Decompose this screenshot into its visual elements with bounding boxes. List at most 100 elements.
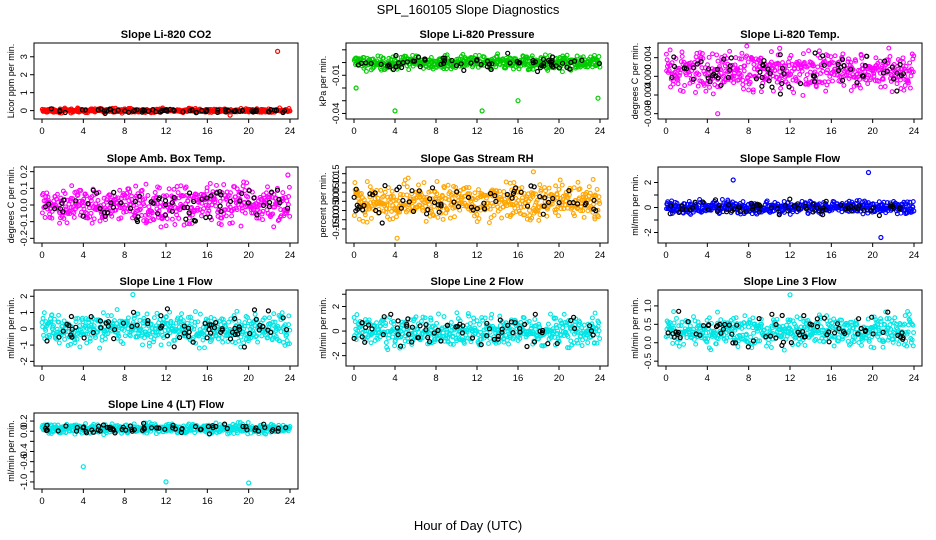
- data-point: [830, 60, 836, 66]
- data-point-black: [104, 210, 111, 216]
- data-point: [788, 53, 794, 58]
- data-point: [184, 221, 190, 226]
- data-point: [527, 208, 532, 213]
- data-point: [176, 319, 182, 325]
- data-point: [174, 212, 180, 218]
- data-point-black: [237, 108, 243, 114]
- data-point: [286, 184, 292, 190]
- data-point: [142, 335, 147, 341]
- data-point-black: [756, 209, 762, 215]
- data-point-black: [492, 193, 498, 199]
- data-point-black: [841, 62, 847, 69]
- data-point-black: [528, 183, 534, 189]
- data-point: [706, 54, 712, 60]
- data-point-black: [449, 57, 455, 64]
- data-point: [521, 315, 527, 321]
- data-point: [380, 55, 386, 61]
- data-point-black: [848, 208, 855, 214]
- data-point: [572, 213, 577, 219]
- data-point-black: [459, 330, 465, 336]
- data-point-black: [478, 61, 484, 68]
- data-point: [195, 319, 201, 325]
- x-tick-label: 8: [122, 373, 127, 384]
- data-point-black: [766, 78, 772, 84]
- data-point: [900, 55, 906, 61]
- data-point: [364, 179, 370, 185]
- outlier-point: [878, 234, 884, 241]
- data-point: [548, 311, 553, 317]
- data-point: [393, 337, 398, 343]
- data-point-black: [455, 204, 462, 210]
- data-point-black: [155, 210, 161, 217]
- data-point: [705, 62, 710, 68]
- data-point: [287, 108, 293, 114]
- data-point: [778, 85, 784, 91]
- data-point: [89, 194, 95, 200]
- data-point-black: [425, 334, 431, 341]
- data-point-black: [88, 314, 94, 320]
- data-point-black: [395, 318, 401, 324]
- data-point-black: [835, 67, 842, 74]
- data-point: [534, 197, 540, 203]
- data-point: [212, 196, 218, 202]
- outlier-point: [730, 177, 736, 183]
- data-point: [854, 71, 860, 77]
- data-point: [817, 79, 823, 85]
- data-point-black: [396, 184, 402, 190]
- data-point-black: [246, 188, 252, 194]
- data-point-black: [190, 339, 196, 345]
- data-point: [799, 68, 805, 74]
- data-point: [49, 208, 55, 214]
- data-point: [731, 73, 737, 79]
- data-point: [911, 208, 917, 214]
- data-point: [878, 84, 884, 90]
- data-point: [899, 66, 905, 72]
- data-point: [213, 203, 219, 209]
- data-point-black: [596, 60, 603, 67]
- data-point: [215, 336, 221, 342]
- data-point: [382, 189, 388, 195]
- data-point: [887, 54, 893, 59]
- data-point-black: [156, 196, 162, 202]
- data-point-black: [228, 198, 234, 204]
- data-point-black: [554, 340, 560, 347]
- data-point: [131, 202, 136, 208]
- data-point-black: [80, 213, 86, 219]
- data-point-black: [400, 197, 406, 204]
- data-point-black: [571, 58, 578, 64]
- data-point: [61, 318, 67, 324]
- data-point: [382, 323, 388, 329]
- data-point: [240, 183, 246, 189]
- data-point: [192, 309, 198, 315]
- data-point: [513, 209, 519, 215]
- data-point-black: [767, 70, 773, 77]
- data-point: [159, 216, 165, 222]
- data-point: [680, 88, 686, 94]
- data-point: [854, 198, 860, 204]
- data-point-black: [69, 326, 75, 332]
- data-point: [845, 59, 851, 65]
- data-point: [190, 335, 196, 341]
- data-point: [68, 341, 74, 347]
- data-point-black: [236, 324, 242, 330]
- data-point: [158, 224, 164, 230]
- data-point-black: [158, 313, 164, 319]
- data-point-black: [214, 109, 221, 116]
- data-point: [389, 188, 395, 194]
- data-point: [518, 204, 524, 210]
- data-point-black: [474, 58, 480, 64]
- data-point: [884, 200, 890, 206]
- data-point-black: [111, 189, 117, 195]
- data-point-black: [819, 207, 826, 213]
- data-point: [693, 71, 699, 77]
- data-point: [522, 212, 528, 218]
- data-point: [405, 175, 411, 181]
- data-point-black: [676, 209, 682, 215]
- data-point: [258, 202, 264, 208]
- data-point: [61, 216, 67, 221]
- data-point: [87, 336, 93, 342]
- data-point: [217, 198, 223, 204]
- data-point-black: [170, 107, 176, 113]
